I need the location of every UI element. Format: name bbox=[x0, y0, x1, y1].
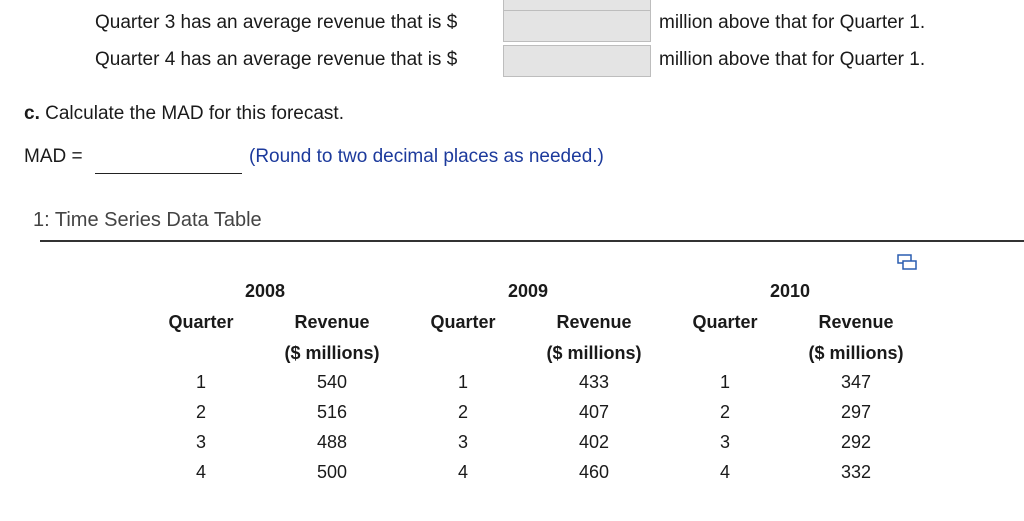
revenue-cell: 332 bbox=[840, 462, 872, 482]
year-header: 2008 bbox=[244, 281, 286, 301]
revenue-cell: 516 bbox=[316, 402, 348, 422]
revenue-cell: 297 bbox=[840, 402, 872, 422]
revenue-cell: 540 bbox=[316, 372, 348, 392]
icon-part bbox=[902, 260, 917, 270]
quarter-cell: 2 bbox=[719, 402, 731, 422]
column-header: Quarter bbox=[430, 312, 496, 332]
revenue-cell: 347 bbox=[840, 372, 872, 392]
question-text: million above that for Quarter 1. bbox=[659, 49, 926, 70]
column-header: Quarter bbox=[692, 312, 758, 332]
answer-box[interactable] bbox=[503, 10, 651, 42]
quarter-cell: 1 bbox=[195, 372, 207, 392]
table-title: 1: Time Series Data Table bbox=[33, 209, 262, 231]
part-text: Calculate the MAD for this forecast. bbox=[45, 103, 344, 124]
column-header: Revenue bbox=[556, 312, 632, 332]
part-label: c. bbox=[24, 103, 40, 124]
column-header: ($ millions) bbox=[284, 343, 380, 363]
mad-label: MAD = bbox=[24, 146, 83, 167]
divider bbox=[40, 240, 1024, 242]
question-text: Quarter 4 has an average revenue that is… bbox=[95, 49, 458, 70]
column-header: Revenue bbox=[294, 312, 370, 332]
column-header: ($ millions) bbox=[808, 343, 904, 363]
revenue-cell: 402 bbox=[578, 432, 610, 452]
revenue-cell: 407 bbox=[578, 402, 610, 422]
revenue-cell: 500 bbox=[316, 462, 348, 482]
popout-icon[interactable] bbox=[897, 254, 917, 270]
revenue-cell: 292 bbox=[840, 432, 872, 452]
quarter-cell: 3 bbox=[195, 432, 207, 452]
year-header: 2010 bbox=[769, 281, 811, 301]
quarter-cell: 4 bbox=[719, 462, 731, 482]
revenue-cell: 488 bbox=[316, 432, 348, 452]
quarter-cell: 2 bbox=[457, 402, 469, 422]
quarter-cell: 1 bbox=[719, 372, 731, 392]
mad-input[interactable] bbox=[95, 173, 242, 174]
revenue-cell: 433 bbox=[578, 372, 610, 392]
part-heading: c. Calculate the MAD for this forecast. bbox=[24, 104, 344, 123]
revenue-cell: 460 bbox=[578, 462, 610, 482]
column-header: Quarter bbox=[168, 312, 234, 332]
column-header: Revenue bbox=[818, 312, 894, 332]
hint: (Round to two decimal places as needed.) bbox=[249, 146, 604, 167]
quarter-cell: 3 bbox=[457, 432, 469, 452]
quarter-cell: 3 bbox=[719, 432, 731, 452]
quarter-cell: 1 bbox=[457, 372, 469, 392]
quarter-cell: 4 bbox=[195, 462, 207, 482]
question-text: Quarter 3 has an average revenue that is… bbox=[95, 12, 458, 33]
answer-box[interactable] bbox=[503, 45, 651, 77]
quarter-cell: 4 bbox=[457, 462, 469, 482]
year-header: 2009 bbox=[507, 281, 549, 301]
question-text: million above that for Quarter 1. bbox=[659, 12, 926, 33]
column-header: ($ millions) bbox=[546, 343, 642, 363]
quarter-cell: 2 bbox=[195, 402, 207, 422]
